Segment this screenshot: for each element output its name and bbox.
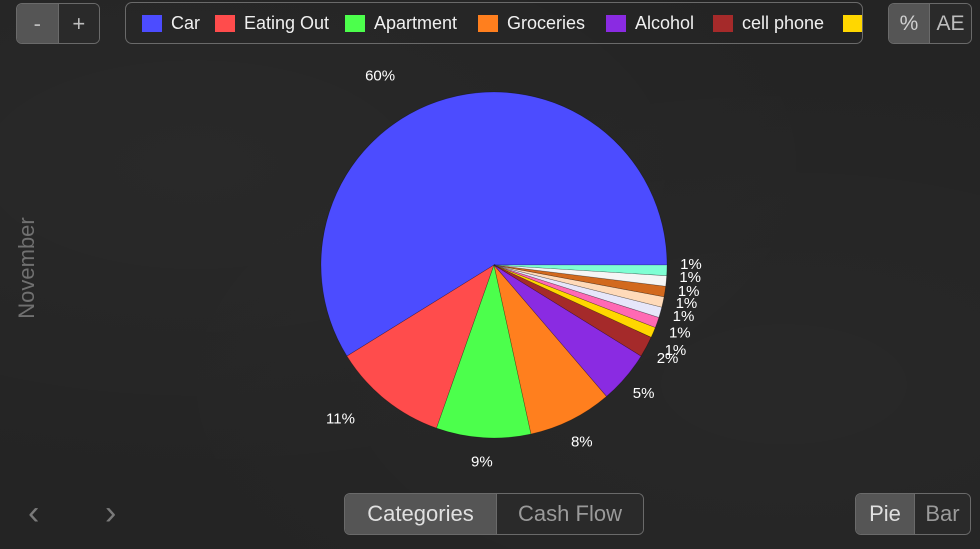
pie-slice[interactable] bbox=[493, 264, 663, 318]
categories-tab[interactable]: Categories bbox=[345, 494, 497, 534]
percent-mode-button[interactable]: % bbox=[889, 4, 930, 43]
pie-slice[interactable] bbox=[493, 264, 652, 357]
cash-flow-tab[interactable]: Cash Flow bbox=[497, 494, 643, 534]
slice-percent-label: 1% bbox=[680, 256, 702, 273]
legend-swatch bbox=[215, 14, 235, 32]
slice-percent-label: 8% bbox=[571, 433, 593, 450]
chart-type-toggle: Pie Bar bbox=[855, 493, 971, 535]
pie-slice[interactable] bbox=[493, 264, 665, 308]
pie-slice[interactable] bbox=[320, 91, 668, 357]
pie-slice[interactable] bbox=[346, 264, 495, 429]
legend-swatch bbox=[142, 14, 162, 32]
slice-percent-label: 1% bbox=[665, 342, 687, 359]
legend-swatch bbox=[606, 14, 626, 32]
amount-mode-button[interactable]: AE bbox=[930, 4, 971, 43]
slice-percent-label: 1% bbox=[673, 308, 695, 325]
next-month-button[interactable]: › bbox=[105, 494, 117, 532]
slice-percent-label: 11% bbox=[326, 410, 355, 427]
legend-item-eating-out[interactable]: Eating Out bbox=[215, 3, 329, 43]
legend-swatch bbox=[345, 14, 365, 32]
chart-legend: Car Eating Out Apartment Groceries Alcoh… bbox=[125, 2, 863, 44]
legend-label: Apartment bbox=[374, 12, 458, 33]
slice-percent-label: 5% bbox=[633, 385, 655, 402]
zoom-out-button[interactable]: - bbox=[17, 4, 59, 43]
pie-slice[interactable] bbox=[436, 263, 532, 439]
slice-percent-label: 60% bbox=[365, 68, 395, 85]
pie-slice[interactable] bbox=[493, 264, 667, 298]
pie-slice[interactable] bbox=[493, 264, 667, 287]
legend-item-more[interactable] bbox=[843, 3, 862, 43]
legend-item-apartment[interactable]: Apartment bbox=[345, 3, 457, 43]
slice-percent-label: 2% bbox=[657, 350, 679, 367]
legend-label: Groceries bbox=[507, 12, 586, 33]
slice-percent-label: 1% bbox=[678, 283, 700, 300]
legend-item-car[interactable]: Car bbox=[142, 3, 200, 43]
pie-chart-button[interactable]: Pie bbox=[856, 494, 915, 534]
legend-item-groceries[interactable]: Groceries bbox=[478, 3, 585, 43]
legend-label: Alcohol bbox=[635, 12, 695, 33]
zoom-control: - + bbox=[16, 3, 100, 44]
zoom-in-button[interactable]: + bbox=[58, 4, 99, 43]
legend-item-cell-phone[interactable]: cell phone bbox=[713, 3, 824, 43]
slice-percent-label: 1% bbox=[679, 269, 701, 286]
slice-percent-label: 1% bbox=[676, 295, 698, 312]
pie-slice[interactable] bbox=[493, 264, 660, 328]
pie-slice[interactable] bbox=[493, 264, 668, 276]
pie-slice[interactable] bbox=[493, 264, 607, 435]
previous-month-button[interactable]: ‹ bbox=[28, 494, 40, 532]
legend-swatch bbox=[478, 14, 498, 32]
legend-swatch bbox=[713, 14, 733, 32]
view-toggle: Categories Cash Flow bbox=[344, 493, 644, 535]
bar-chart-button[interactable]: Bar bbox=[915, 494, 970, 534]
legend-swatch bbox=[843, 14, 862, 32]
slice-percent-label: 9% bbox=[471, 454, 493, 471]
legend-item-alcohol[interactable]: Alcohol bbox=[606, 3, 694, 43]
legend-label: cell phone bbox=[742, 12, 825, 33]
slice-percent-label: 1% bbox=[669, 324, 691, 341]
pie-slice[interactable] bbox=[493, 264, 642, 397]
pie-slice[interactable] bbox=[493, 264, 656, 338]
legend-label: Eating Out bbox=[244, 12, 330, 33]
legend-label: Car bbox=[171, 12, 201, 33]
value-mode-toggle: % AE bbox=[888, 3, 972, 44]
